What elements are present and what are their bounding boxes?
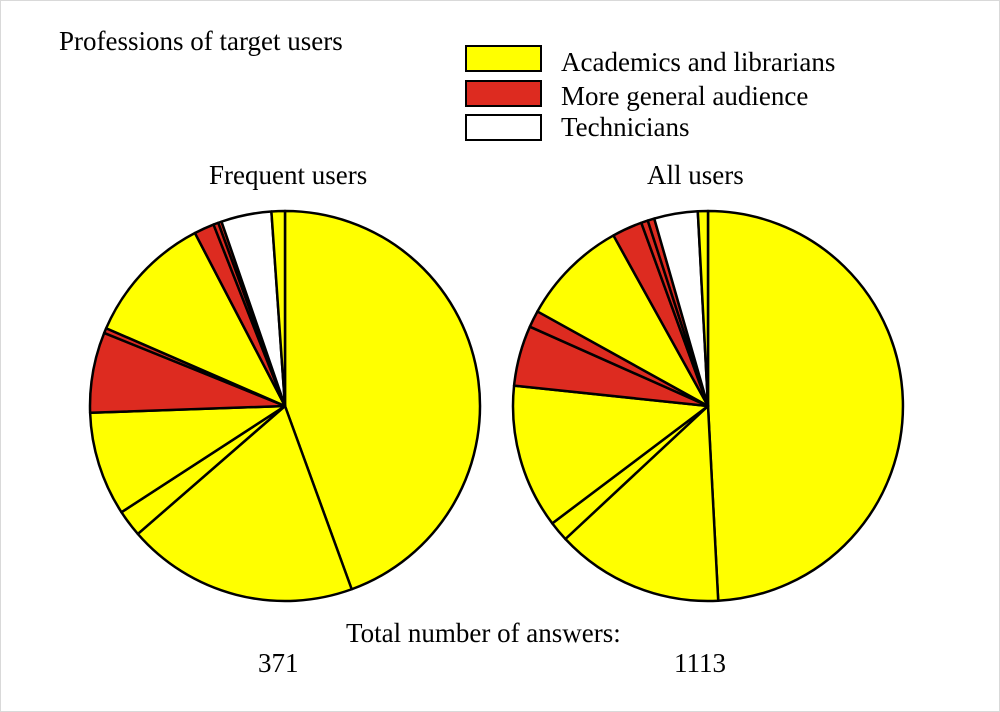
pie-slice <box>511 384 710 525</box>
totals-label: Total number of answers: <box>346 618 621 648</box>
pie-slice <box>88 404 287 514</box>
pie-slice <box>536 234 710 408</box>
pie-slice <box>136 404 353 603</box>
pie-slice <box>706 209 905 602</box>
legend-label-academics: Academics and librarians <box>561 47 836 77</box>
legend-swatch-general-audience <box>465 80 542 107</box>
pie-slice <box>283 209 482 591</box>
legend-swatch-academics <box>465 45 542 72</box>
pie-slice <box>104 231 287 408</box>
pie-title-all-users: All users <box>647 160 744 190</box>
pie-frequent-users <box>88 209 482 603</box>
pie-title-frequent-users: Frequent users <box>209 160 368 190</box>
total-all-users: 1113 <box>674 648 726 678</box>
total-frequent-users: 371 <box>258 648 299 678</box>
legend-label-general-audience: More general audience <box>561 81 809 111</box>
legend-label-technicians: Technicians <box>561 112 690 142</box>
pie-slice <box>696 209 710 408</box>
pie-all-users <box>511 209 905 603</box>
pie-slice <box>270 209 287 408</box>
pie-slice <box>564 404 720 603</box>
chart-title: Professions of target users <box>59 26 343 56</box>
legend-swatch-technicians <box>465 114 542 141</box>
